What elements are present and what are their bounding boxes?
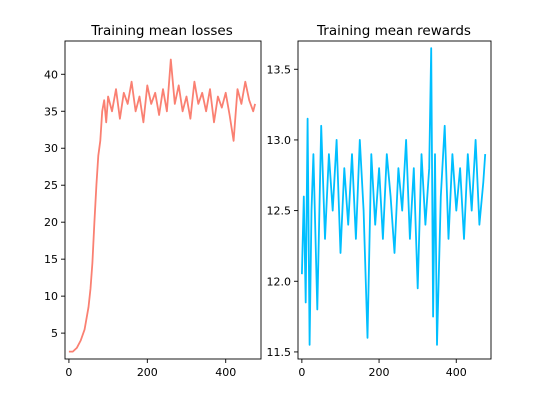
y-tick-label: 11.5 (267, 346, 292, 359)
x-tick-label: 200 (137, 366, 158, 379)
x-tick-label: 0 (65, 366, 72, 379)
y-tick-label: 12.5 (267, 205, 292, 218)
x-tick-label: 400 (446, 366, 467, 379)
losses-series-line (68, 58, 256, 353)
y-tick-label: 30 (44, 142, 58, 155)
y-tick-label: 13.5 (267, 63, 292, 76)
y-tick-label: 10 (44, 290, 58, 303)
x-tick-label: 200 (369, 366, 390, 379)
rewards-series-line (301, 47, 487, 346)
y-tick-label: 35 (44, 105, 58, 118)
y-tick-label: 40 (44, 68, 58, 81)
y-tick-label: 15 (44, 253, 58, 266)
rewards-plot-frame (297, 40, 492, 360)
losses-plot: Training mean losses 0 200 400 5 10 15 20 25 30 3… (44, 23, 262, 379)
y-tick-label: 20 (44, 216, 58, 229)
rewards-plot: Training mean rewards 0 200 400 11.5 12.0 12.… (267, 23, 492, 379)
x-tick-label: 0 (298, 366, 305, 379)
rewards-axes: 0 200 400 11.5 12.0 12.5 13.0 13.5 (267, 63, 467, 379)
losses-chart-title: Training mean losses (90, 23, 233, 39)
y-tick-label: 12.0 (267, 275, 292, 288)
y-tick-label: 25 (44, 179, 58, 192)
rewards-chart-title: Training mean rewards (316, 23, 471, 39)
losses-axes: 0 200 400 5 10 15 20 25 30 35 40 (44, 68, 236, 379)
losses-plot-frame (64, 40, 262, 360)
y-tick-label: 13.0 (267, 134, 292, 147)
x-tick-label: 400 (215, 366, 236, 379)
y-tick-label: 5 (51, 327, 58, 340)
